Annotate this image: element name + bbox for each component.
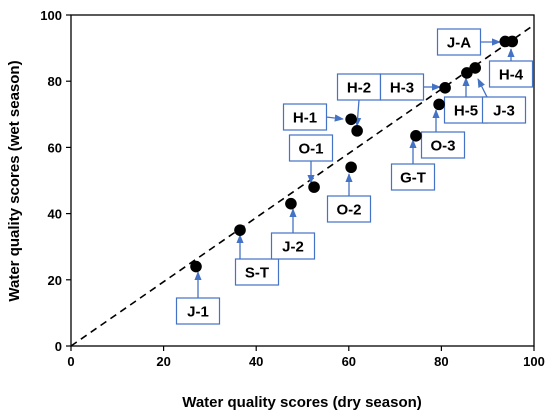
callout-box — [326, 195, 372, 223]
callout-box — [436, 28, 482, 56]
y-tick-label: 100 — [40, 8, 62, 23]
callout-box — [288, 134, 334, 162]
data-point — [410, 130, 422, 142]
point-label: H-2 — [347, 80, 371, 97]
callout-box — [379, 73, 425, 101]
callout-box — [420, 131, 466, 159]
point-label: H-4 — [499, 67, 524, 84]
data-point — [308, 181, 320, 193]
point-label: H-5 — [454, 103, 478, 120]
point-label: J-A — [447, 35, 471, 52]
point-label: H-1 — [293, 110, 317, 127]
reference-line — [70, 24, 535, 347]
x-axis-title: Water quality scores (dry season) — [182, 394, 422, 411]
callout-arrow — [353, 99, 362, 127]
point-label: G-T — [400, 170, 426, 187]
callout-box — [282, 103, 328, 131]
point-label: O-2 — [336, 202, 361, 219]
y-tick-label: 80 — [48, 74, 62, 89]
callout-box — [175, 297, 221, 325]
y-tick-label: 0 — [55, 339, 62, 354]
plot-frame — [70, 14, 535, 347]
y-tick-label: 60 — [48, 140, 62, 155]
data-point — [190, 260, 202, 273]
x-tick-label: 0 — [67, 354, 74, 369]
point-label: S-T — [245, 265, 269, 282]
point-label: O-3 — [430, 138, 455, 155]
x-tick-label: 100 — [523, 354, 545, 369]
callout-arrow — [325, 114, 344, 122]
y-axis-title: Water quality scores (wet season) — [6, 60, 23, 301]
data-point — [461, 67, 473, 79]
callout-box — [234, 258, 280, 286]
x-tick-label: 20 — [156, 354, 170, 369]
callout-box — [270, 232, 316, 260]
data-point — [345, 113, 357, 126]
callout-box — [481, 96, 527, 124]
x-tick-label: 80 — [434, 354, 448, 369]
point-label: J-3 — [493, 103, 515, 120]
data-point — [351, 125, 363, 137]
point-label: J-2 — [282, 239, 304, 256]
x-tick-label: 40 — [249, 354, 263, 369]
point-label: J-1 — [187, 304, 209, 321]
x-tick-label: 60 — [342, 354, 356, 369]
data-point — [439, 82, 451, 94]
data-point — [345, 161, 357, 174]
callout-box — [390, 163, 436, 191]
data-point — [285, 197, 297, 210]
data-point — [469, 62, 481, 74]
data-point — [506, 35, 519, 48]
data-point — [234, 224, 246, 236]
data-point — [433, 98, 445, 111]
callout-box — [488, 60, 534, 88]
y-tick-label: 40 — [48, 207, 62, 222]
callout-box — [336, 73, 382, 101]
y-tick-label: 20 — [48, 273, 62, 288]
callout-box — [443, 96, 489, 124]
point-label: H-3 — [390, 80, 414, 97]
point-label: O-1 — [298, 141, 323, 158]
